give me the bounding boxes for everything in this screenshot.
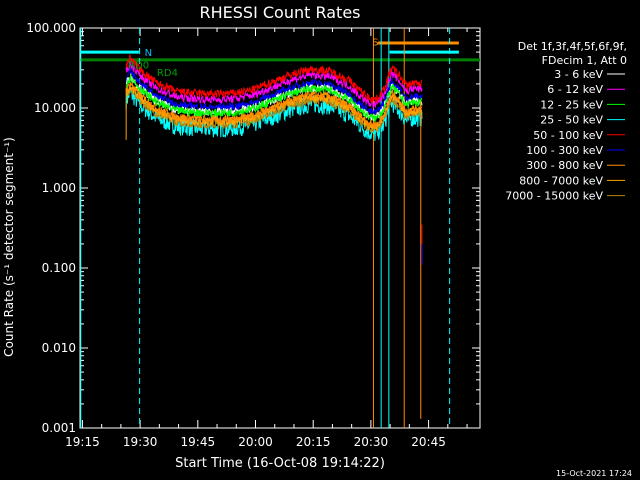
x-tick-label: 19:30 xyxy=(123,435,158,449)
legend-entry-label: 100 - 300 keV xyxy=(526,144,603,157)
x-axis-label: Start Time (16-Oct-08 19:14:22) xyxy=(175,456,385,471)
x-tick-label: 20:30 xyxy=(354,435,389,449)
y-tick-label: 10.000 xyxy=(34,101,76,115)
legend: Det 1f,3f,4f,5f,6f,9f,FDecim 1, Att 03 -… xyxy=(505,40,627,203)
y-tick-label: 100.000 xyxy=(26,21,76,35)
annotation-label: S xyxy=(372,37,378,48)
legend-entry-label: 50 - 100 keV xyxy=(533,129,603,142)
x-tick-label: 20:00 xyxy=(238,435,273,449)
x-tick-label: 20:45 xyxy=(411,435,446,449)
series-line xyxy=(125,61,423,109)
overlay-lines xyxy=(80,28,480,428)
x-tick-label: 19:45 xyxy=(181,435,216,449)
x-tick-label: 19:15 xyxy=(65,435,100,449)
legend-entry-label: 3 - 6 keV xyxy=(554,68,603,81)
annotation-label: N xyxy=(145,48,152,59)
y-tick-label: 0.001 xyxy=(42,421,76,435)
legend-entry-label: 12 - 25 keV xyxy=(540,98,603,111)
annotation-label: RD4 xyxy=(157,68,178,79)
annotation-label: RD0 xyxy=(128,60,149,71)
chart-title: RHESSI Count Rates xyxy=(200,3,361,22)
y-tick-label: 0.010 xyxy=(42,341,76,355)
legend-entry-label: 25 - 50 keV xyxy=(540,114,603,127)
series-layer xyxy=(125,54,423,419)
legend-entry-label: 300 - 800 keV xyxy=(526,159,603,172)
legend-entry-label: 800 - 7000 keV xyxy=(519,174,603,187)
series-line xyxy=(125,74,423,122)
footer-timestamp: 15-Oct-2021 17:24 xyxy=(556,469,632,478)
legend-header: Det 1f,3f,4f,5f,6f,9f, xyxy=(518,40,627,53)
y-tick-label: 0.100 xyxy=(42,261,76,275)
plot-frame xyxy=(79,27,481,429)
legend-entry-label: 6 - 12 keV xyxy=(547,83,603,96)
series-line xyxy=(125,81,423,131)
legend-header: FDecim 1, Att 0 xyxy=(542,54,627,67)
legend-entry-label: 7000 - 15000 keV xyxy=(505,190,603,203)
series-line xyxy=(125,54,423,104)
x-tick-label: 20:15 xyxy=(296,435,331,449)
y-tick-label: 1.000 xyxy=(42,181,76,195)
y-axis-label: Count Rate (s⁻¹ detector segment⁻¹) xyxy=(2,137,16,357)
plot-axes: 0.001 0.010 0.100 1.000 10.000 100.000 19:15 19… xyxy=(26,21,481,449)
